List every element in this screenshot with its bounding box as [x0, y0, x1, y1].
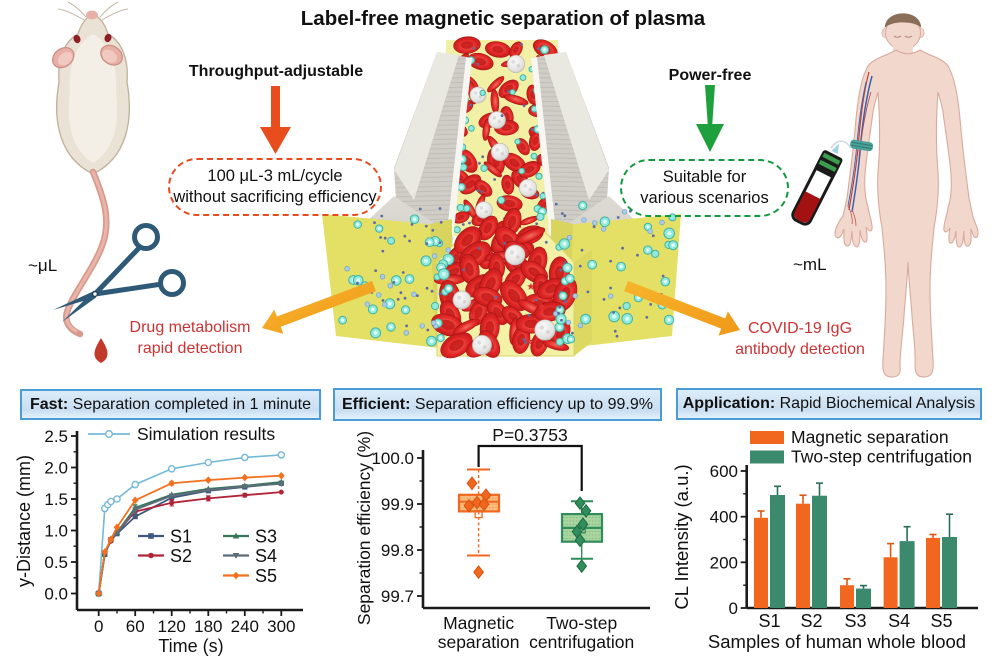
- svg-text:600: 600: [710, 462, 738, 481]
- svg-text:Two-step centrifugation: Two-step centrifugation: [791, 447, 972, 467]
- svg-text:y-Distance (mm): y-Distance (mm): [14, 455, 34, 587]
- svg-text:120: 120: [158, 617, 186, 636]
- svg-text:99.8: 99.8: [381, 541, 414, 560]
- svg-text:1.5: 1.5: [44, 490, 68, 509]
- svg-text:Magnetic separation: Magnetic separation: [791, 427, 949, 447]
- svg-text:200: 200: [710, 553, 738, 572]
- svg-text:60: 60: [126, 617, 145, 636]
- svg-text:Two-step: Two-step: [546, 613, 617, 633]
- svg-text:S4: S4: [255, 546, 277, 566]
- svg-text:240: 240: [231, 617, 259, 636]
- svg-text:400: 400: [710, 508, 738, 527]
- svg-text:99.9: 99.9: [381, 495, 414, 514]
- svg-text:0: 0: [729, 599, 738, 618]
- svg-text:Samples of human whole blood: Samples of human whole blood: [708, 631, 966, 652]
- svg-text:Simulation results: Simulation results: [137, 424, 275, 444]
- svg-text:2.5: 2.5: [44, 427, 68, 446]
- svg-text:99.7: 99.7: [381, 587, 414, 606]
- svg-text:180: 180: [194, 617, 222, 636]
- svg-text:S2: S2: [800, 611, 822, 631]
- svg-text:1.0: 1.0: [44, 522, 68, 541]
- svg-text:Magnetic: Magnetic: [443, 613, 514, 633]
- svg-text:Separation efficiency (%): Separation efficiency (%): [354, 431, 374, 625]
- svg-text:separation: separation: [438, 632, 520, 652]
- svg-text:S5: S5: [930, 611, 952, 631]
- svg-text:0.0: 0.0: [44, 585, 68, 604]
- svg-text:S1: S1: [758, 611, 780, 631]
- svg-text:S1: S1: [170, 527, 192, 547]
- svg-text:CL Intensity (a.u.): CL Intensity (a.u.): [671, 464, 692, 609]
- svg-text:S2: S2: [170, 546, 192, 566]
- svg-text:S5: S5: [255, 566, 277, 586]
- svg-text:0.5: 0.5: [44, 553, 68, 572]
- svg-text:P=0.3753: P=0.3753: [492, 425, 567, 445]
- svg-text:centrifugation: centrifugation: [529, 632, 634, 652]
- svg-text:2.0: 2.0: [44, 459, 68, 478]
- svg-text:S3: S3: [844, 611, 866, 631]
- svg-text:300: 300: [267, 617, 295, 636]
- svg-text:100.0: 100.0: [371, 449, 414, 468]
- svg-text:S3: S3: [255, 527, 277, 547]
- svg-text:0: 0: [94, 617, 103, 636]
- svg-text:Time (s): Time (s): [158, 636, 223, 656]
- svg-text:S4: S4: [888, 611, 910, 631]
